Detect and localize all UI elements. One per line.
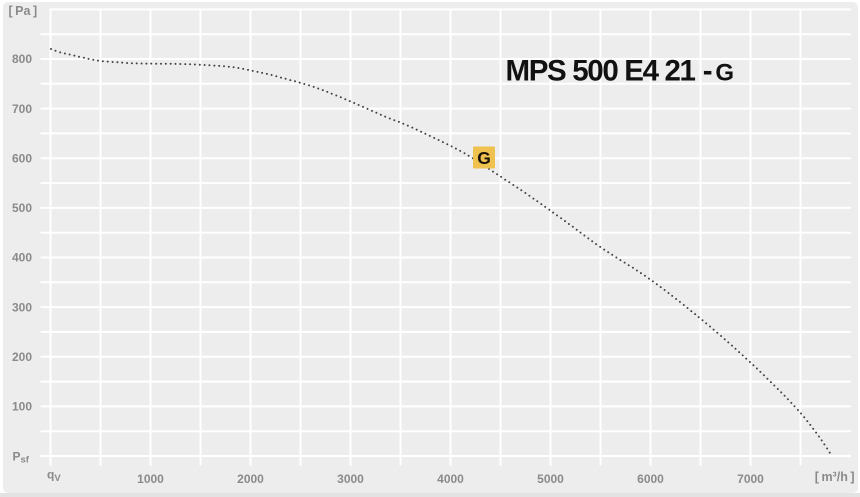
svg-text:[ Pa ]: [ Pa ] <box>9 4 38 18</box>
svg-text:7000: 7000 <box>737 472 764 486</box>
svg-text:[ m³/h ]: [ m³/h ] <box>815 470 855 484</box>
svg-text:MPS 500 E4 21 - G: MPS 500 E4 21 - G <box>506 55 734 88</box>
svg-text:2000: 2000 <box>237 472 264 486</box>
svg-text:500: 500 <box>12 201 32 215</box>
svg-text:6000: 6000 <box>637 472 664 486</box>
svg-text:100: 100 <box>12 400 32 414</box>
svg-text:200: 200 <box>12 350 32 364</box>
svg-text:1000: 1000 <box>137 472 164 486</box>
svg-text:600: 600 <box>12 151 32 165</box>
svg-text:300: 300 <box>12 300 32 314</box>
svg-text:5000: 5000 <box>537 472 564 486</box>
svg-text:3000: 3000 <box>337 472 364 486</box>
svg-text:4000: 4000 <box>437 472 464 486</box>
svg-text:G: G <box>477 148 491 168</box>
svg-text:800: 800 <box>12 52 32 66</box>
svg-text:700: 700 <box>12 102 32 116</box>
svg-text:400: 400 <box>12 251 32 265</box>
